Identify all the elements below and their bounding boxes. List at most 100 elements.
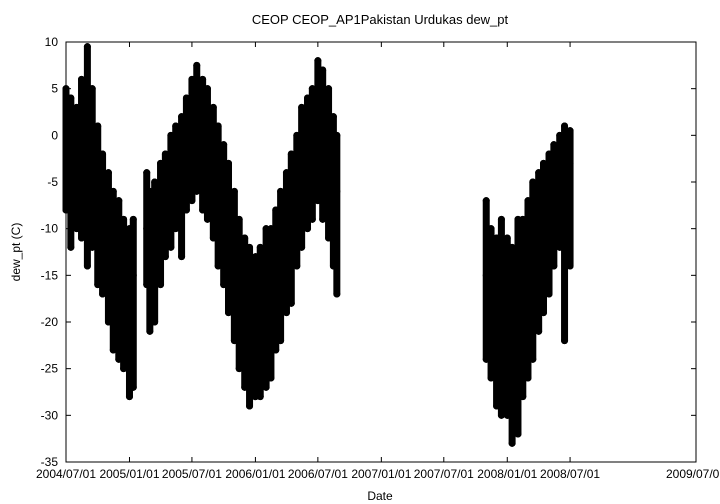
y-tick-label: -20	[41, 315, 59, 329]
y-tick-label: -15	[41, 268, 59, 282]
data-point-min	[277, 337, 285, 345]
data-point-max	[94, 122, 102, 130]
data-point-max	[277, 187, 285, 195]
data-point	[99, 197, 107, 205]
data-point-min	[182, 206, 190, 214]
data-point-min	[78, 234, 86, 242]
x-tick-label: 2006/01/01	[225, 467, 285, 481]
data-point-min	[529, 355, 537, 363]
data-point-max	[325, 85, 333, 93]
data-point-max	[193, 61, 201, 69]
data-point-min	[109, 346, 117, 354]
data-point-min	[540, 309, 548, 317]
data-point	[497, 318, 505, 326]
data-point-min	[172, 225, 180, 233]
data-point-max	[209, 103, 217, 111]
data-point-min	[246, 402, 254, 410]
data-point-min	[125, 393, 133, 401]
data-point-max	[143, 169, 151, 177]
data-point-min	[157, 281, 165, 289]
data-point	[508, 337, 516, 345]
x-tick-label: 2005/07/01	[162, 467, 222, 481]
data-point	[333, 187, 341, 195]
x-tick-label: 2007/07/01	[414, 467, 474, 481]
x-tick-label: 2008/07/01	[540, 467, 600, 481]
y-tick-label: -35	[41, 455, 59, 469]
data-point-max	[308, 85, 316, 93]
data-point	[214, 169, 222, 177]
data-point-max	[182, 94, 190, 102]
data-point	[487, 290, 495, 298]
data-point-min	[146, 327, 154, 335]
data-point-min	[267, 374, 275, 382]
data-point-min	[120, 365, 128, 373]
data-point-max	[314, 57, 322, 65]
data-point-max	[225, 159, 233, 167]
data-point-min	[487, 374, 495, 382]
data-point	[287, 215, 295, 223]
data-point	[308, 141, 316, 149]
y-tick-label: 10	[45, 35, 59, 49]
data-point-max	[129, 215, 137, 223]
data-point-min	[550, 262, 558, 270]
data-point-min	[282, 309, 290, 317]
data-point	[540, 225, 548, 233]
data-point-min	[333, 290, 341, 298]
data-point	[129, 271, 137, 279]
data-point-max	[329, 113, 337, 121]
data-point-min	[519, 393, 527, 401]
data-point-min	[514, 430, 522, 438]
x-axis: 2004/07/01 2005/01/01 2005/07/01 2006/01/01…	[36, 42, 720, 481]
data-point-max	[503, 234, 511, 242]
data-point	[182, 141, 190, 149]
data-point-max	[99, 150, 107, 158]
data-point-max	[78, 75, 86, 83]
y-axis: 10 5 0 -5 -10 -15 -20 -25 -30 -35	[41, 35, 696, 469]
data-point	[88, 159, 96, 167]
x-tick-label: 2008/01/01	[477, 467, 537, 481]
data-point-min	[524, 374, 532, 382]
data-point-min	[214, 262, 222, 270]
y-tick-label: -10	[41, 222, 59, 236]
data-point-max	[529, 178, 537, 186]
data-point-min	[272, 346, 280, 354]
data-point-max	[120, 215, 128, 223]
data-point-min	[308, 215, 316, 223]
data-point-max	[508, 243, 516, 251]
data-point-min	[235, 365, 243, 373]
data-point-max	[482, 197, 490, 205]
data-point	[172, 159, 180, 167]
data-point	[78, 150, 86, 158]
data-point-min	[161, 253, 169, 261]
data-point-min	[193, 187, 201, 195]
data-point-max	[497, 215, 505, 223]
data-point-min	[304, 225, 312, 233]
data-point	[319, 131, 327, 139]
data-point-max	[287, 150, 295, 158]
data-point-min	[535, 327, 543, 335]
chart-title: CEOP CEOP_AP1Pakistan Urdukas dew_pt	[252, 12, 509, 27]
data-point-max	[115, 197, 123, 205]
data-point-max	[109, 187, 117, 195]
data-point-min	[151, 318, 159, 326]
data-points	[62, 43, 574, 447]
data-point-min	[545, 290, 553, 298]
data-point	[67, 141, 75, 149]
data-point	[109, 234, 117, 242]
data-point-max	[540, 159, 548, 167]
data-point	[225, 215, 233, 223]
data-point-max	[487, 225, 495, 233]
x-tick-label: 2009/07/01	[666, 467, 720, 481]
x-tick-label: 2006/07/01	[288, 467, 348, 481]
data-point	[529, 262, 537, 270]
x-tick-label: 2007/01/01	[351, 467, 411, 481]
data-point-max	[67, 94, 75, 102]
data-point-max	[104, 169, 112, 177]
data-point	[277, 253, 285, 261]
data-point-max	[62, 85, 70, 93]
data-point-max	[298, 103, 306, 111]
x-axis-label: Date	[367, 489, 393, 503]
data-point-min	[99, 290, 107, 298]
data-point-max	[151, 178, 159, 186]
data-point	[246, 318, 254, 326]
